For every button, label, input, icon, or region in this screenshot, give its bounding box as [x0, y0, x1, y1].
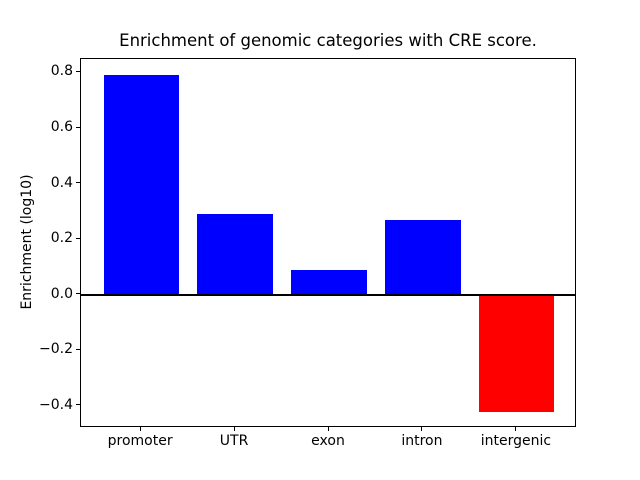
chart-title: Enrichment of genomic categories with CR…: [119, 31, 537, 50]
y-tick-label: 0.2: [50, 230, 73, 247]
y-tick-mark: [75, 126, 80, 128]
bar-exon: [291, 269, 367, 295]
y-tick-label: 0.4: [50, 174, 73, 191]
bar-intron: [385, 219, 461, 295]
y-tick-mark: [75, 70, 80, 72]
x-tick-label-promoter: promoter: [107, 433, 173, 450]
x-tick-mark: [139, 427, 141, 432]
x-tick-mark: [233, 427, 235, 432]
zero-line: [81, 293, 575, 296]
y-tick-label: 0.6: [50, 119, 73, 136]
bar-UTR: [197, 214, 273, 295]
y-tick-label: −0.4: [39, 396, 73, 413]
x-tick-mark: [421, 427, 423, 432]
y-tick-label: 0.8: [50, 63, 73, 80]
y-tick-mark: [75, 237, 80, 239]
y-tick-mark: [75, 348, 80, 350]
x-tick-mark: [515, 427, 517, 432]
x-tick-mark: [327, 427, 329, 432]
bar-intergenic: [479, 294, 555, 412]
y-tick-mark: [75, 293, 80, 295]
x-tick-label-intergenic: intergenic: [480, 433, 552, 450]
plot-area: [80, 57, 576, 428]
y-tick-mark: [75, 404, 80, 406]
y-tick-mark: [75, 182, 80, 184]
x-tick-label-exon: exon: [311, 433, 345, 450]
y-tick-label: −0.2: [39, 341, 73, 358]
bar-promoter: [103, 75, 179, 295]
y-tick-label: 0.0: [50, 285, 73, 302]
x-tick-label-intron: intron: [401, 433, 443, 450]
x-tick-label-UTR: UTR: [219, 433, 249, 450]
